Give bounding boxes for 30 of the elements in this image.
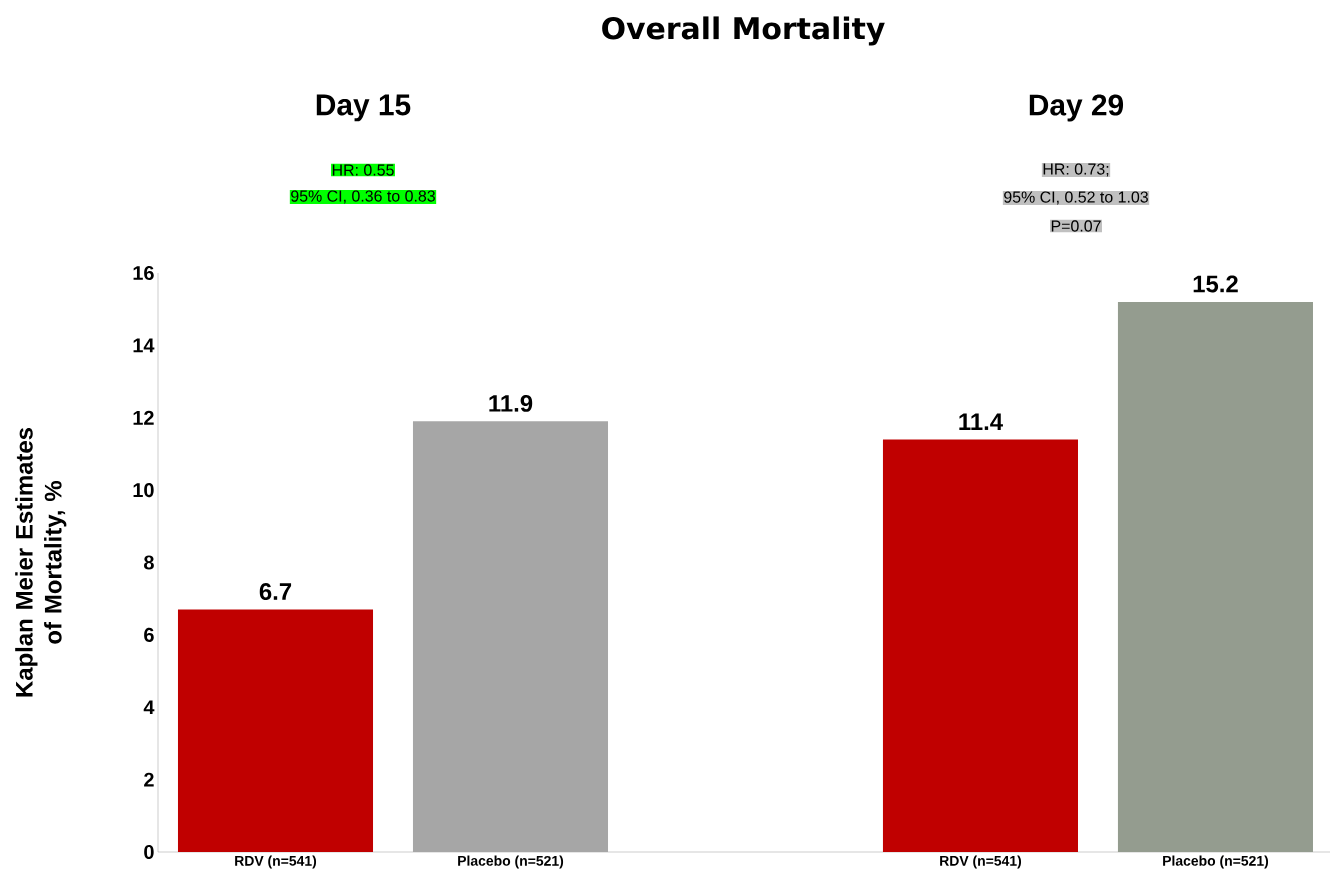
x-tick-label: Placebo (n=521) <box>458 855 564 869</box>
y-tick-label: 2 <box>144 772 154 787</box>
text: HR: 0.55 <box>332 164 394 176</box>
y-tick-label: 0 <box>144 844 154 860</box>
bar <box>412 421 609 852</box>
text: P=0.07 <box>1051 220 1101 232</box>
y-tick-label: 4 <box>143 700 155 715</box>
text: Day 29 <box>1029 94 1124 122</box>
bar <box>177 609 374 852</box>
text: HR: 0.73; <box>1043 163 1109 177</box>
chart-title: Overall Mortality <box>602 16 885 46</box>
bar <box>882 439 1078 852</box>
bar <box>1117 301 1313 852</box>
text: 95% CI, 0.52 to 1.03 <box>1004 191 1148 205</box>
y-tick-label: 10 <box>133 483 154 498</box>
data-label: 11.4 <box>959 413 1003 430</box>
data-label: 11.9 <box>489 394 533 412</box>
y-tick-label: 6 <box>144 627 154 642</box>
data-label: 6.7 <box>259 583 292 601</box>
y-tick-label: 14 <box>133 338 155 353</box>
x-tick-label: RDV (n=541) <box>235 855 317 869</box>
text: Day 15 <box>316 94 411 122</box>
y-tick-label: 12 <box>133 410 154 425</box>
x-tick-label: Placebo (n=521) <box>1163 855 1269 869</box>
y-tick-label: 16 <box>133 265 154 281</box>
data-label: 15.2 <box>1193 275 1238 293</box>
text: 95% CI, 0.36 to 0.83 <box>291 190 435 204</box>
y-tick-label: 8 <box>144 555 154 570</box>
y-axis-title: Kaplan Meier Estimates of Mortality, % <box>15 427 67 697</box>
x-tick-label: RDV (n=541) <box>940 855 1022 869</box>
